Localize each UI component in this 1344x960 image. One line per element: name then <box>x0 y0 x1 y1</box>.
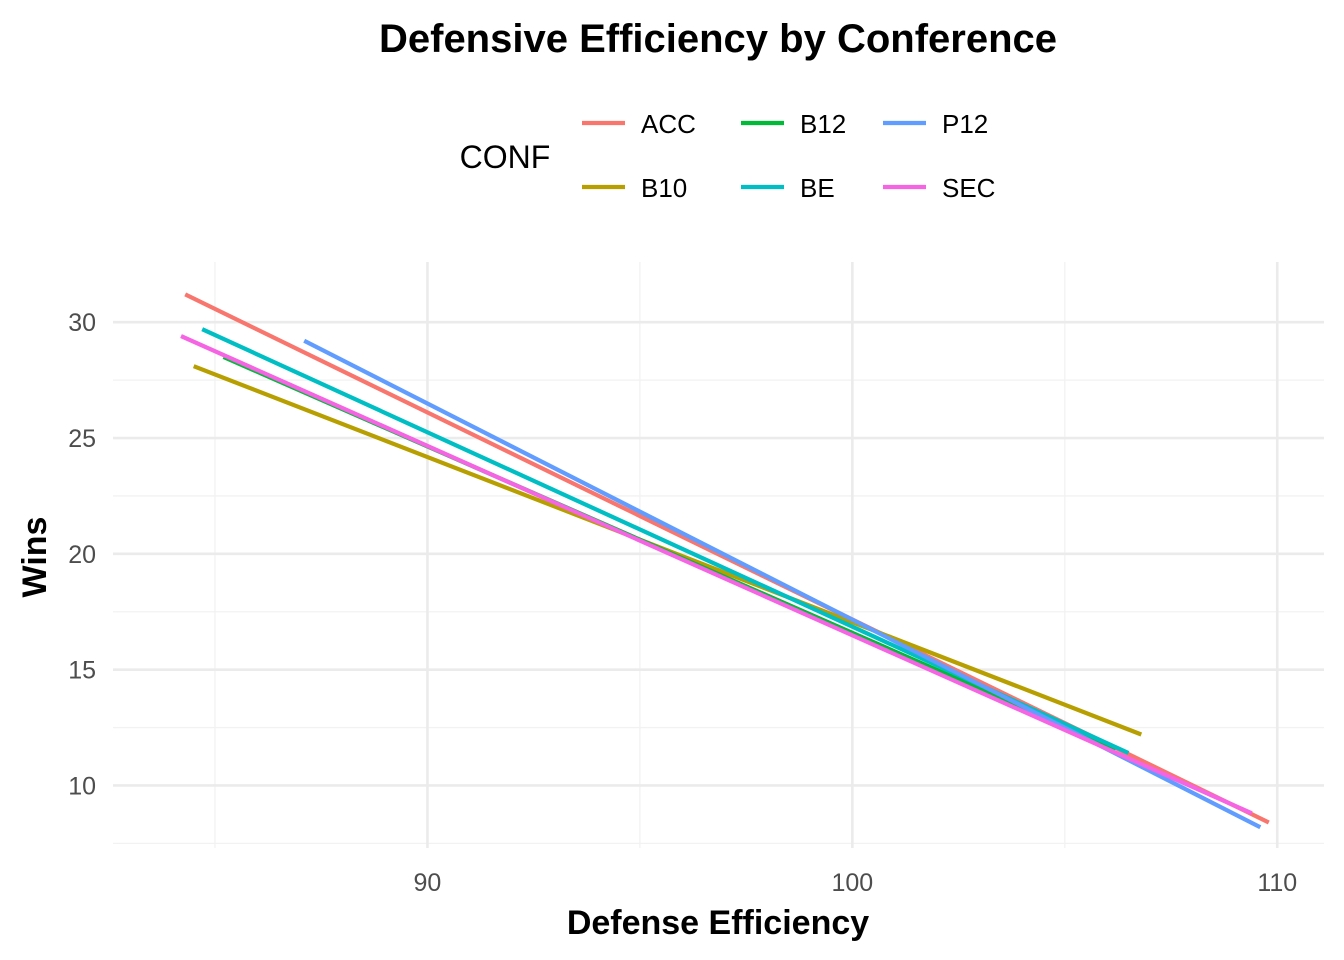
legend-label-b12: B12 <box>800 109 846 139</box>
legend-label-acc: ACC <box>641 109 696 139</box>
series-lines <box>180 292 1270 830</box>
chart-title: Defensive Efficiency by Conference <box>379 17 1057 61</box>
y-axis-tick-labels: 10 15 20 25 30 <box>68 309 96 800</box>
y-tick-label: 10 <box>68 772 96 800</box>
plot-area <box>113 262 1324 848</box>
x-axis-title: Defense Efficiency <box>567 904 869 942</box>
x-tick-label: 110 <box>1257 869 1297 897</box>
series-line-sec <box>180 334 1253 816</box>
y-tick-label: 15 <box>68 657 96 685</box>
x-tick-label: 100 <box>831 869 873 897</box>
legend-label-b10: B10 <box>641 173 687 203</box>
y-tick-label: 25 <box>68 425 96 453</box>
y-axis-title: Wins <box>16 517 54 598</box>
legend-label-sec: SEC <box>942 173 995 203</box>
y-tick-label: 30 <box>68 309 96 337</box>
y-tick-label: 20 <box>68 541 96 569</box>
legend-label-be: BE <box>800 173 835 203</box>
legend-label-p12: P12 <box>942 109 988 139</box>
x-tick-label: 90 <box>414 869 442 897</box>
major-gridlines <box>113 262 1324 848</box>
legend: CONF ACC B10 B12 BE P12 SEC <box>460 109 996 203</box>
legend-title: CONF <box>460 139 551 175</box>
x-axis-tick-labels: 90 100 110 <box>414 869 1298 897</box>
